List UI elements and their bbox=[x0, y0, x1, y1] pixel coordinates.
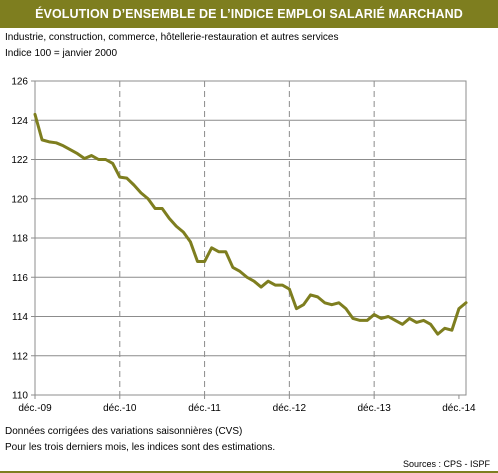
bottom-rule bbox=[0, 471, 498, 473]
line-chart: 110 112 114 116 118 120 122 124 126 déc.-09 déc.-1… bbox=[11, 77, 476, 415]
chart-subtitle: Industrie, construction, commerce, hôtel… bbox=[5, 32, 339, 43]
x-tick-label: déc.-10 bbox=[103, 403, 137, 414]
source-note: Sources : CPS - ISPF bbox=[402, 459, 490, 469]
y-tick-label: 110 bbox=[12, 391, 28, 402]
y-tick-label: 126 bbox=[11, 77, 28, 88]
y-tick-label: 124 bbox=[11, 116, 28, 127]
axis-layer: 110 112 114 116 118 120 122 124 126 déc.-09 déc.-1… bbox=[11, 77, 476, 415]
y-tick-label: 116 bbox=[12, 273, 28, 284]
x-tick-label: déc.-09 bbox=[18, 403, 52, 414]
grid-layer bbox=[34, 80, 467, 396]
note-estimates: Pour les trois derniers mois, les indice… bbox=[5, 442, 276, 453]
y-tick-label: 114 bbox=[12, 312, 28, 323]
series-layer bbox=[33, 112, 468, 336]
y-tick-label: 122 bbox=[11, 155, 28, 166]
x-tick-label: déc.-14 bbox=[442, 403, 476, 414]
series-line bbox=[33, 112, 468, 336]
chart-title: ÉVOLUTION D’ENSEMBLE DE L’INDICE EMPLOI … bbox=[0, 0, 498, 28]
y-tick-label: 120 bbox=[11, 194, 28, 205]
index-note: Indice 100 = janvier 2000 bbox=[5, 48, 118, 59]
x-tick-label: déc.-11 bbox=[188, 403, 221, 414]
y-tick-label: 112 bbox=[12, 351, 28, 362]
y-tick-label: 118 bbox=[12, 234, 28, 245]
x-tick-label: déc.-13 bbox=[357, 403, 391, 414]
note-cvs: Données corrigées des variations saisonn… bbox=[5, 426, 243, 437]
x-tick-label: déc.-12 bbox=[273, 403, 307, 414]
